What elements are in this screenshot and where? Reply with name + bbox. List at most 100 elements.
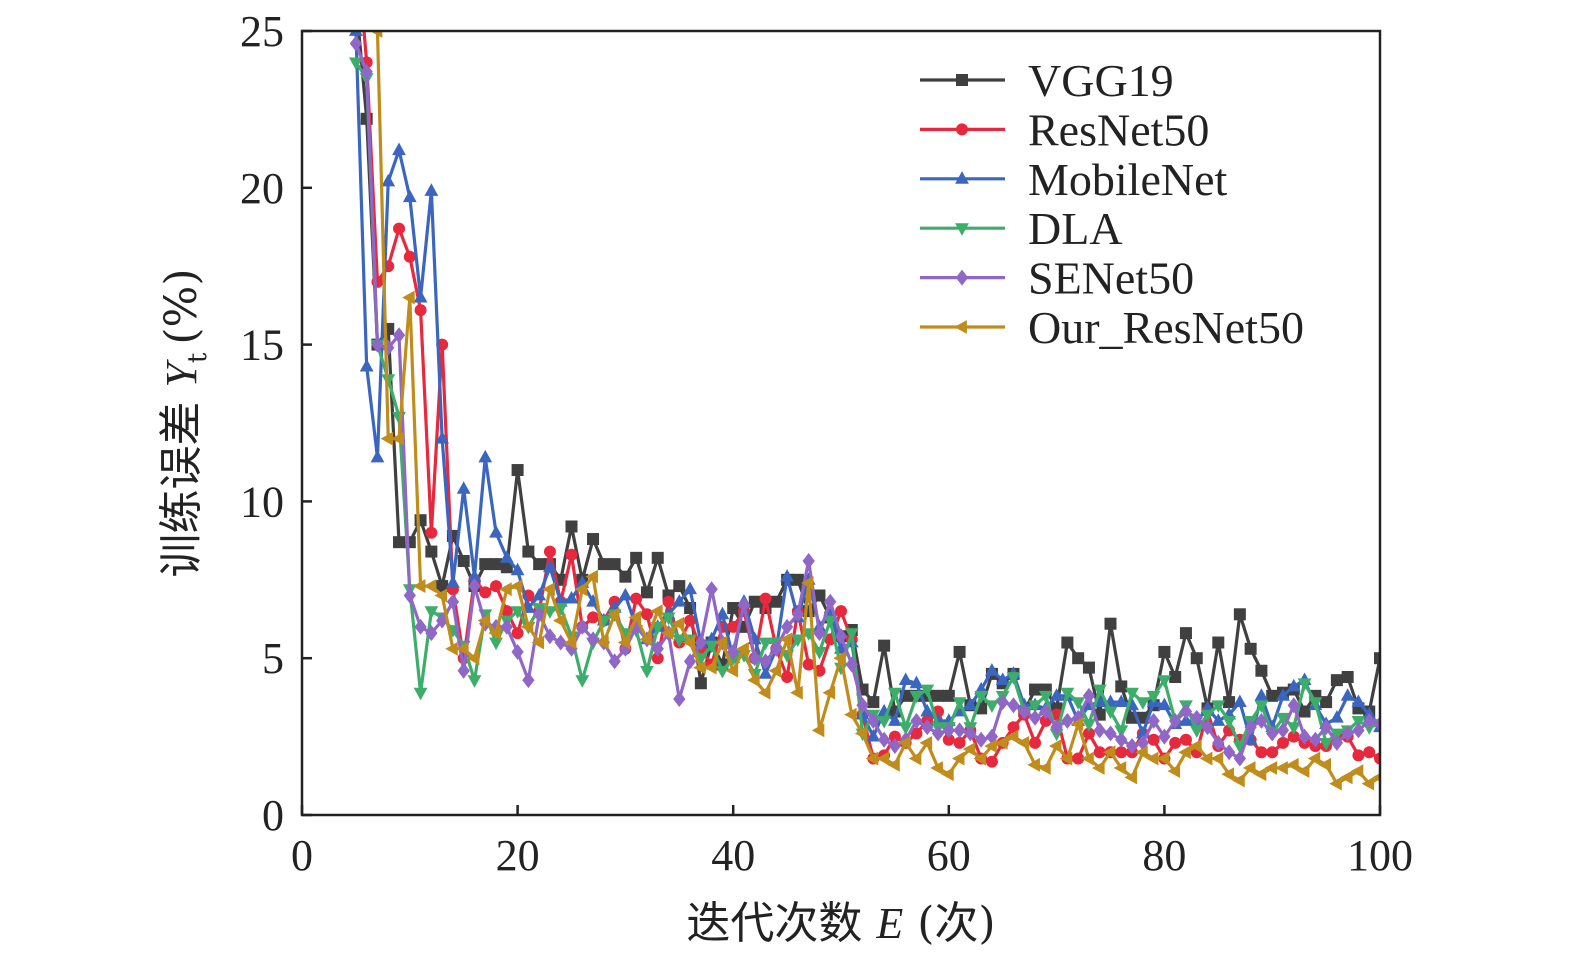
data-point bbox=[932, 689, 945, 702]
data-point bbox=[812, 647, 827, 660]
data-point bbox=[1028, 700, 1042, 713]
data-point bbox=[606, 607, 620, 622]
data-point bbox=[628, 610, 642, 625]
data-point bbox=[413, 687, 428, 701]
data-point bbox=[1201, 719, 1214, 736]
data-point bbox=[565, 520, 578, 533]
data-point bbox=[1351, 694, 1366, 708]
data-point bbox=[715, 665, 730, 679]
data-point bbox=[650, 604, 663, 619]
data-point bbox=[1135, 745, 1148, 760]
data-point bbox=[1169, 671, 1182, 684]
data-point bbox=[349, 35, 363, 52]
data-point bbox=[1286, 757, 1299, 772]
legend-label: ResNet50 bbox=[1028, 104, 1209, 155]
data-point bbox=[414, 304, 427, 317]
data-point bbox=[996, 694, 1009, 711]
data-point bbox=[370, 449, 385, 463]
data-point bbox=[1212, 734, 1225, 751]
data-point bbox=[995, 735, 1008, 750]
data-point bbox=[748, 595, 761, 608]
y-tick-label: 15 bbox=[240, 321, 284, 370]
data-point bbox=[1275, 761, 1288, 775]
data-point bbox=[1050, 719, 1063, 736]
data-point bbox=[1190, 652, 1203, 665]
data-point bbox=[758, 637, 773, 651]
data-point bbox=[1350, 764, 1364, 778]
data-point bbox=[672, 634, 687, 648]
data-point bbox=[413, 289, 428, 303]
x-tick-label: 100 bbox=[1347, 831, 1413, 880]
data-point bbox=[393, 222, 406, 235]
data-point bbox=[953, 722, 966, 739]
data-point bbox=[898, 735, 911, 750]
data-point bbox=[522, 672, 535, 689]
series-line bbox=[362, 31, 1380, 764]
x-tick-label: 80 bbox=[1142, 831, 1186, 880]
data-point bbox=[844, 707, 857, 722]
data-point bbox=[736, 641, 749, 656]
data-point bbox=[962, 742, 976, 757]
data-point bbox=[1297, 678, 1312, 691]
data-point bbox=[490, 580, 503, 593]
data-point bbox=[1319, 719, 1333, 736]
data-point bbox=[1103, 706, 1118, 720]
data-point bbox=[737, 596, 751, 613]
data-point bbox=[878, 639, 891, 652]
data-point bbox=[824, 593, 837, 610]
data-point bbox=[1018, 703, 1031, 720]
x-axis-label: 迭代次数 E (次) bbox=[686, 898, 995, 949]
data-point bbox=[1114, 725, 1129, 738]
data-point bbox=[424, 183, 439, 196]
data-point bbox=[1114, 694, 1129, 708]
data-point bbox=[834, 628, 848, 645]
data-point bbox=[1286, 722, 1301, 735]
data-point bbox=[1341, 725, 1354, 742]
data-point bbox=[747, 673, 760, 688]
data-point bbox=[619, 570, 632, 583]
data-point bbox=[1158, 728, 1171, 745]
data-point bbox=[768, 663, 782, 678]
data-point bbox=[1298, 728, 1311, 745]
data-point bbox=[660, 626, 674, 641]
data-point bbox=[1179, 713, 1193, 726]
data-point bbox=[425, 625, 438, 642]
data-point bbox=[1308, 697, 1323, 710]
legend-item: MobileNet bbox=[920, 154, 1228, 205]
data-point bbox=[511, 464, 524, 477]
legend: VGG19ResNet50MobileNetDLASENet50Our_ResN… bbox=[920, 55, 1304, 353]
y-tick-label: 20 bbox=[240, 164, 284, 213]
data-point bbox=[479, 558, 492, 571]
data-point bbox=[1072, 652, 1085, 665]
data-point bbox=[1146, 690, 1161, 704]
data-point bbox=[790, 685, 803, 700]
data-point bbox=[446, 593, 460, 610]
data-point bbox=[758, 666, 773, 679]
x-tick-label: 40 bbox=[711, 831, 755, 880]
data-point bbox=[1169, 736, 1182, 749]
legend-label: DLA bbox=[1028, 203, 1123, 254]
data-point bbox=[563, 635, 577, 650]
data-point bbox=[757, 685, 771, 700]
data-point bbox=[467, 675, 482, 688]
data-point bbox=[489, 525, 503, 538]
legend-item: Our_ResNet50 bbox=[920, 302, 1304, 353]
data-point bbox=[909, 675, 924, 689]
data-point bbox=[683, 653, 697, 670]
data-point bbox=[684, 614, 697, 627]
data-point bbox=[1254, 700, 1269, 713]
data-point bbox=[964, 725, 977, 742]
data-point bbox=[942, 689, 955, 702]
data-point bbox=[975, 731, 988, 748]
data-point bbox=[1222, 716, 1236, 729]
series-dla bbox=[349, 57, 1380, 754]
data-point bbox=[867, 712, 880, 729]
data-point bbox=[727, 602, 740, 615]
data-point bbox=[662, 595, 675, 608]
data-point bbox=[974, 690, 989, 704]
y-tick-label: 0 bbox=[262, 791, 284, 840]
data-point bbox=[770, 640, 783, 657]
data-point bbox=[802, 658, 815, 671]
data-point bbox=[617, 635, 631, 650]
data-point bbox=[1027, 757, 1040, 772]
